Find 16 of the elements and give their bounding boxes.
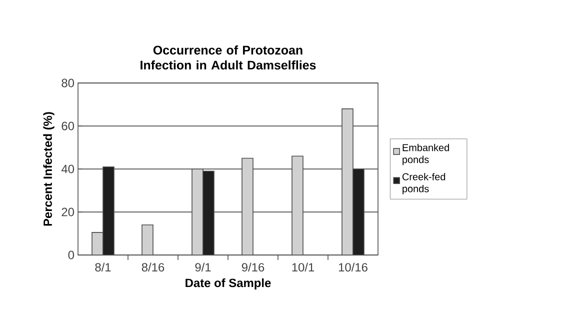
x-tick-label: 10/16: [338, 262, 368, 272]
x-tick-label: 10/1: [292, 262, 314, 272]
x-tick-label: 8/1: [95, 262, 111, 272]
legend-label: Embanked ponds: [402, 144, 449, 166]
y-axis-title: Percent Infected (%): [43, 112, 54, 226]
chart-title: Occurrence of Protozoan Infection in Adult Damselflies: [140, 45, 316, 70]
x-tick-label: 9/1: [195, 262, 211, 272]
y-tick-label: 40: [61, 164, 74, 174]
x-axis-title: Date of Sample: [186, 278, 271, 290]
y-tick-label: 20: [62, 208, 74, 216]
y-tick-label: 0: [68, 250, 74, 260]
x-tick-label: 9/16: [242, 262, 264, 272]
x-tick-label: 8/16: [142, 262, 164, 272]
y-tick-label: 60: [62, 122, 74, 130]
legend-label: Creek-fed ponds: [402, 172, 446, 194]
y-tick-label: 80: [62, 78, 74, 88]
